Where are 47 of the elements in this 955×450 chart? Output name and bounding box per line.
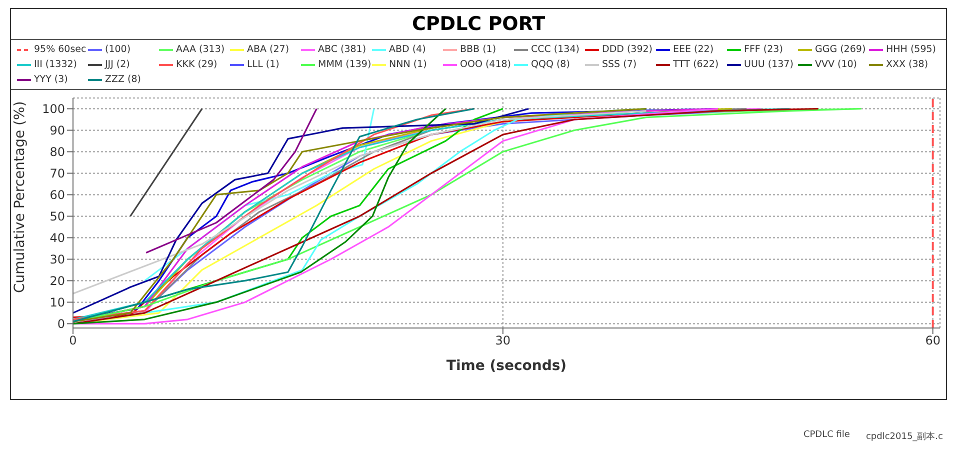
x-axis-title: Time (seconds) <box>446 358 567 374</box>
legend-label: JJJ (2) <box>105 59 130 70</box>
legend-label: NNN (1) <box>389 59 427 70</box>
legend-label: BBB (1) <box>460 44 496 55</box>
y-tick-label: 60 <box>50 188 65 202</box>
y-axis-title: Cumulative Percentage (%) <box>12 101 28 293</box>
legend-label: ABA (27) <box>247 44 290 55</box>
legend-label: (100) <box>105 44 131 55</box>
legend-label: ABC (381) <box>318 44 366 55</box>
legend-label: GGG (269) <box>815 44 866 55</box>
x-tick-label: 60 <box>925 334 940 348</box>
legend-label: LLL (1) <box>247 59 280 70</box>
legend-label: SSS (7) <box>602 59 637 70</box>
text: CPDLC file <box>803 430 850 442</box>
y-tick-label: 90 <box>50 124 65 138</box>
legend-label: TTT (622) <box>673 59 719 70</box>
legend-label: DDD (392) <box>602 44 653 55</box>
legend-label: CCC (134) <box>531 44 580 55</box>
legend-label: YYY (3) <box>34 74 68 85</box>
y-tick-label: 30 <box>50 252 65 266</box>
legend-label: ABD (4) <box>389 44 426 55</box>
legend-label: XXX (38) <box>886 59 928 70</box>
legend-label: III (1332) <box>34 59 78 70</box>
y-tick-label: 100 <box>42 102 65 116</box>
text: cpdlc2015_副本.c <box>866 430 943 443</box>
legend-label: MMM (139) <box>318 59 372 70</box>
legend-label: EEE (22) <box>673 44 714 55</box>
x-tick-label: 0 <box>69 334 77 348</box>
legend-label: FFF (23) <box>744 44 783 55</box>
legend-label: ZZZ (8) <box>105 74 142 85</box>
y-tick-label: 0 <box>57 316 65 331</box>
legend-label: OOO (418) <box>460 59 511 70</box>
y-tick-label: 10 <box>50 295 65 310</box>
y-tick-label: 50 <box>50 209 65 224</box>
x-tick-label: 30 <box>495 334 511 348</box>
legend-label: UUU (137) <box>744 59 794 70</box>
legend-label: QQQ (8) <box>531 59 570 70</box>
y-tick-label: 40 <box>50 230 65 245</box>
legend-label: KKK (29) <box>176 59 218 70</box>
legend-label: HHH (595) <box>886 44 936 55</box>
y-tick-label: 80 <box>50 145 65 159</box>
legend-label: 95% 60sec <box>34 44 86 55</box>
legend-label: AAA (313) <box>176 44 225 55</box>
legend-label: VVV (10) <box>815 59 858 70</box>
y-tick-label: 70 <box>50 166 65 180</box>
chart-title: CPDLC PORT <box>11 9 946 40</box>
y-tick-label: 20 <box>50 274 65 288</box>
